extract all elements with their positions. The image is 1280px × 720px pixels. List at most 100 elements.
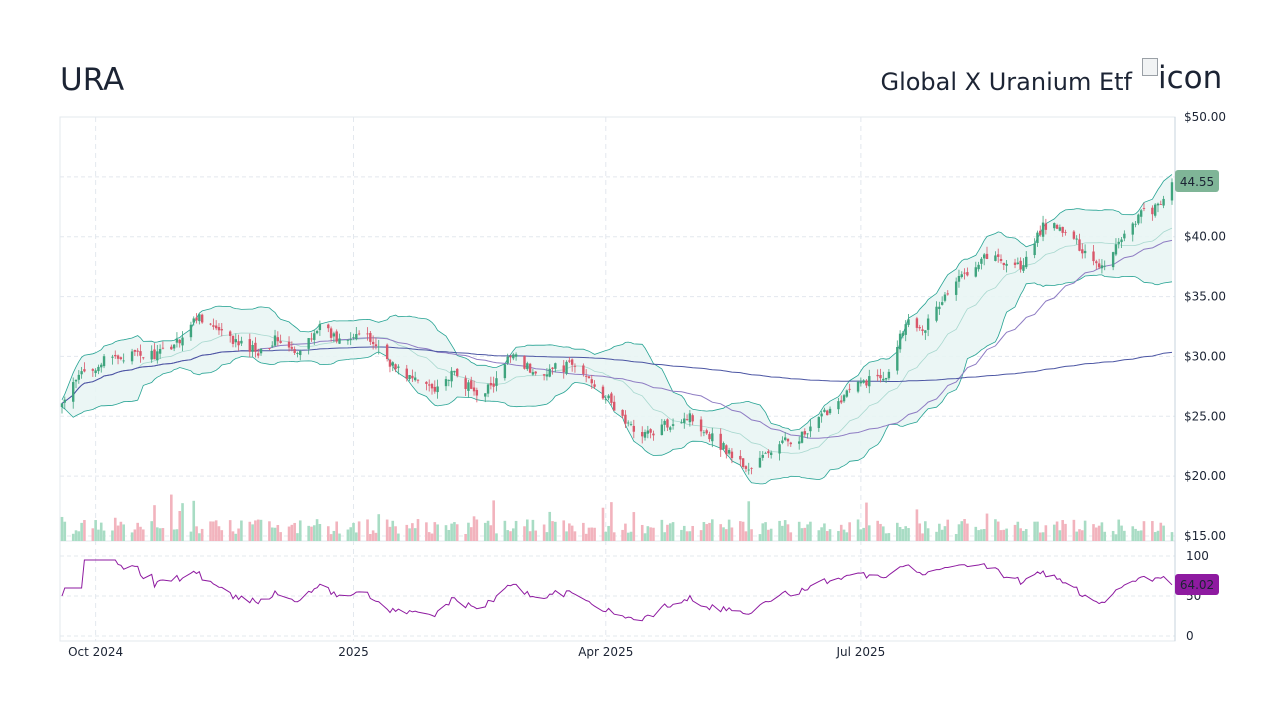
candle-body	[1151, 207, 1154, 215]
volume-bar	[385, 519, 389, 541]
candle-body	[758, 457, 762, 468]
volume-bar	[901, 529, 905, 541]
volume-bar	[287, 526, 291, 541]
candle-body	[408, 374, 411, 380]
volume-bar	[326, 526, 330, 541]
y-tick-label: $40.00	[1184, 230, 1226, 244]
volume-bar	[691, 525, 694, 541]
candle-body	[377, 346, 380, 348]
volume-bar	[702, 522, 706, 541]
volume-bar	[298, 520, 302, 541]
volume-bar	[896, 522, 899, 541]
candle-body	[943, 294, 947, 301]
candle-body	[534, 371, 537, 374]
candle-body	[1156, 203, 1160, 206]
volume-bar	[809, 521, 812, 541]
volume-bar	[974, 526, 978, 541]
candle-body	[806, 433, 809, 435]
candle-body	[739, 455, 742, 460]
candle-body	[590, 379, 593, 384]
volume-bar	[256, 519, 260, 541]
volume-bar	[486, 520, 490, 541]
candle-body	[315, 331, 319, 334]
volume-bar	[884, 533, 888, 541]
volume-bar	[503, 520, 507, 541]
candle-body	[472, 387, 476, 392]
volume-bar	[1055, 521, 1059, 541]
volume-bar	[1005, 528, 1008, 541]
volume-bar	[161, 528, 165, 541]
candle-body	[977, 264, 980, 270]
candle-body	[879, 374, 882, 379]
volume-bar	[153, 505, 156, 541]
candle-body	[562, 365, 565, 373]
candle-body	[142, 357, 145, 359]
volume-bar	[276, 525, 280, 541]
volume-bar	[220, 530, 224, 541]
candle-body	[388, 359, 392, 367]
candle-body	[1162, 198, 1165, 206]
axes: $50.00 $40.00 $35.00 $30.00 $25.00 $20.00 $15.…	[68, 110, 1226, 659]
candle-body	[797, 441, 801, 444]
candle-body	[1061, 226, 1064, 233]
candle-body	[385, 344, 389, 360]
candle-body	[209, 323, 212, 325]
candle-body	[444, 379, 448, 387]
volume-bar	[747, 501, 751, 541]
volume-bar	[91, 528, 95, 541]
candle-body	[859, 381, 863, 384]
volume-bar	[329, 534, 333, 541]
candle-body	[248, 339, 252, 352]
volume-bar	[405, 524, 409, 541]
candle-body	[1033, 243, 1036, 256]
volume-bar	[725, 529, 728, 541]
candle-body	[1170, 182, 1174, 201]
volume-bar	[427, 532, 431, 541]
volume-bar	[509, 531, 512, 541]
volume-bar	[469, 527, 473, 541]
volume-bar	[240, 520, 243, 541]
candle-body	[259, 348, 263, 354]
volume-bar	[744, 531, 748, 541]
volume-bar	[783, 520, 787, 541]
candle-body	[957, 275, 961, 282]
candle-body	[1120, 239, 1123, 243]
volume-bar	[1038, 532, 1042, 541]
candle-body	[915, 318, 919, 328]
candle-body	[416, 379, 420, 381]
candle-body	[862, 380, 865, 383]
volume-bar	[764, 522, 767, 541]
volume-bar	[97, 529, 100, 541]
candle-body	[985, 253, 989, 259]
volume-bar	[268, 521, 271, 541]
volume-bar	[954, 534, 958, 541]
volume-bar	[1019, 528, 1022, 541]
volume-bar	[660, 519, 664, 541]
volume-bar	[296, 533, 299, 541]
volume-bar	[722, 527, 725, 541]
volume-bar	[668, 523, 672, 541]
candle-body	[290, 347, 294, 349]
volume-bar	[1041, 532, 1045, 541]
candle-body	[582, 365, 585, 374]
volume-bar	[758, 534, 762, 541]
candle-body	[528, 363, 532, 373]
volume-bar	[640, 524, 644, 541]
volume-bar	[1120, 525, 1123, 541]
volume-bar	[430, 533, 434, 541]
volume-bar	[881, 526, 885, 541]
volume-bar	[601, 507, 605, 541]
candle-body	[565, 361, 568, 374]
candle-body	[456, 368, 459, 376]
candle-body	[705, 430, 708, 434]
candle-body	[1058, 227, 1062, 231]
volume-bar	[867, 525, 871, 541]
volume-bar	[1117, 519, 1121, 541]
y-tick-label: $15.00	[1184, 529, 1226, 543]
volume-bar	[856, 519, 860, 541]
candle-body	[74, 379, 78, 382]
candle-body	[842, 395, 846, 402]
volume-bar	[1013, 524, 1017, 541]
candle-body	[212, 325, 215, 327]
